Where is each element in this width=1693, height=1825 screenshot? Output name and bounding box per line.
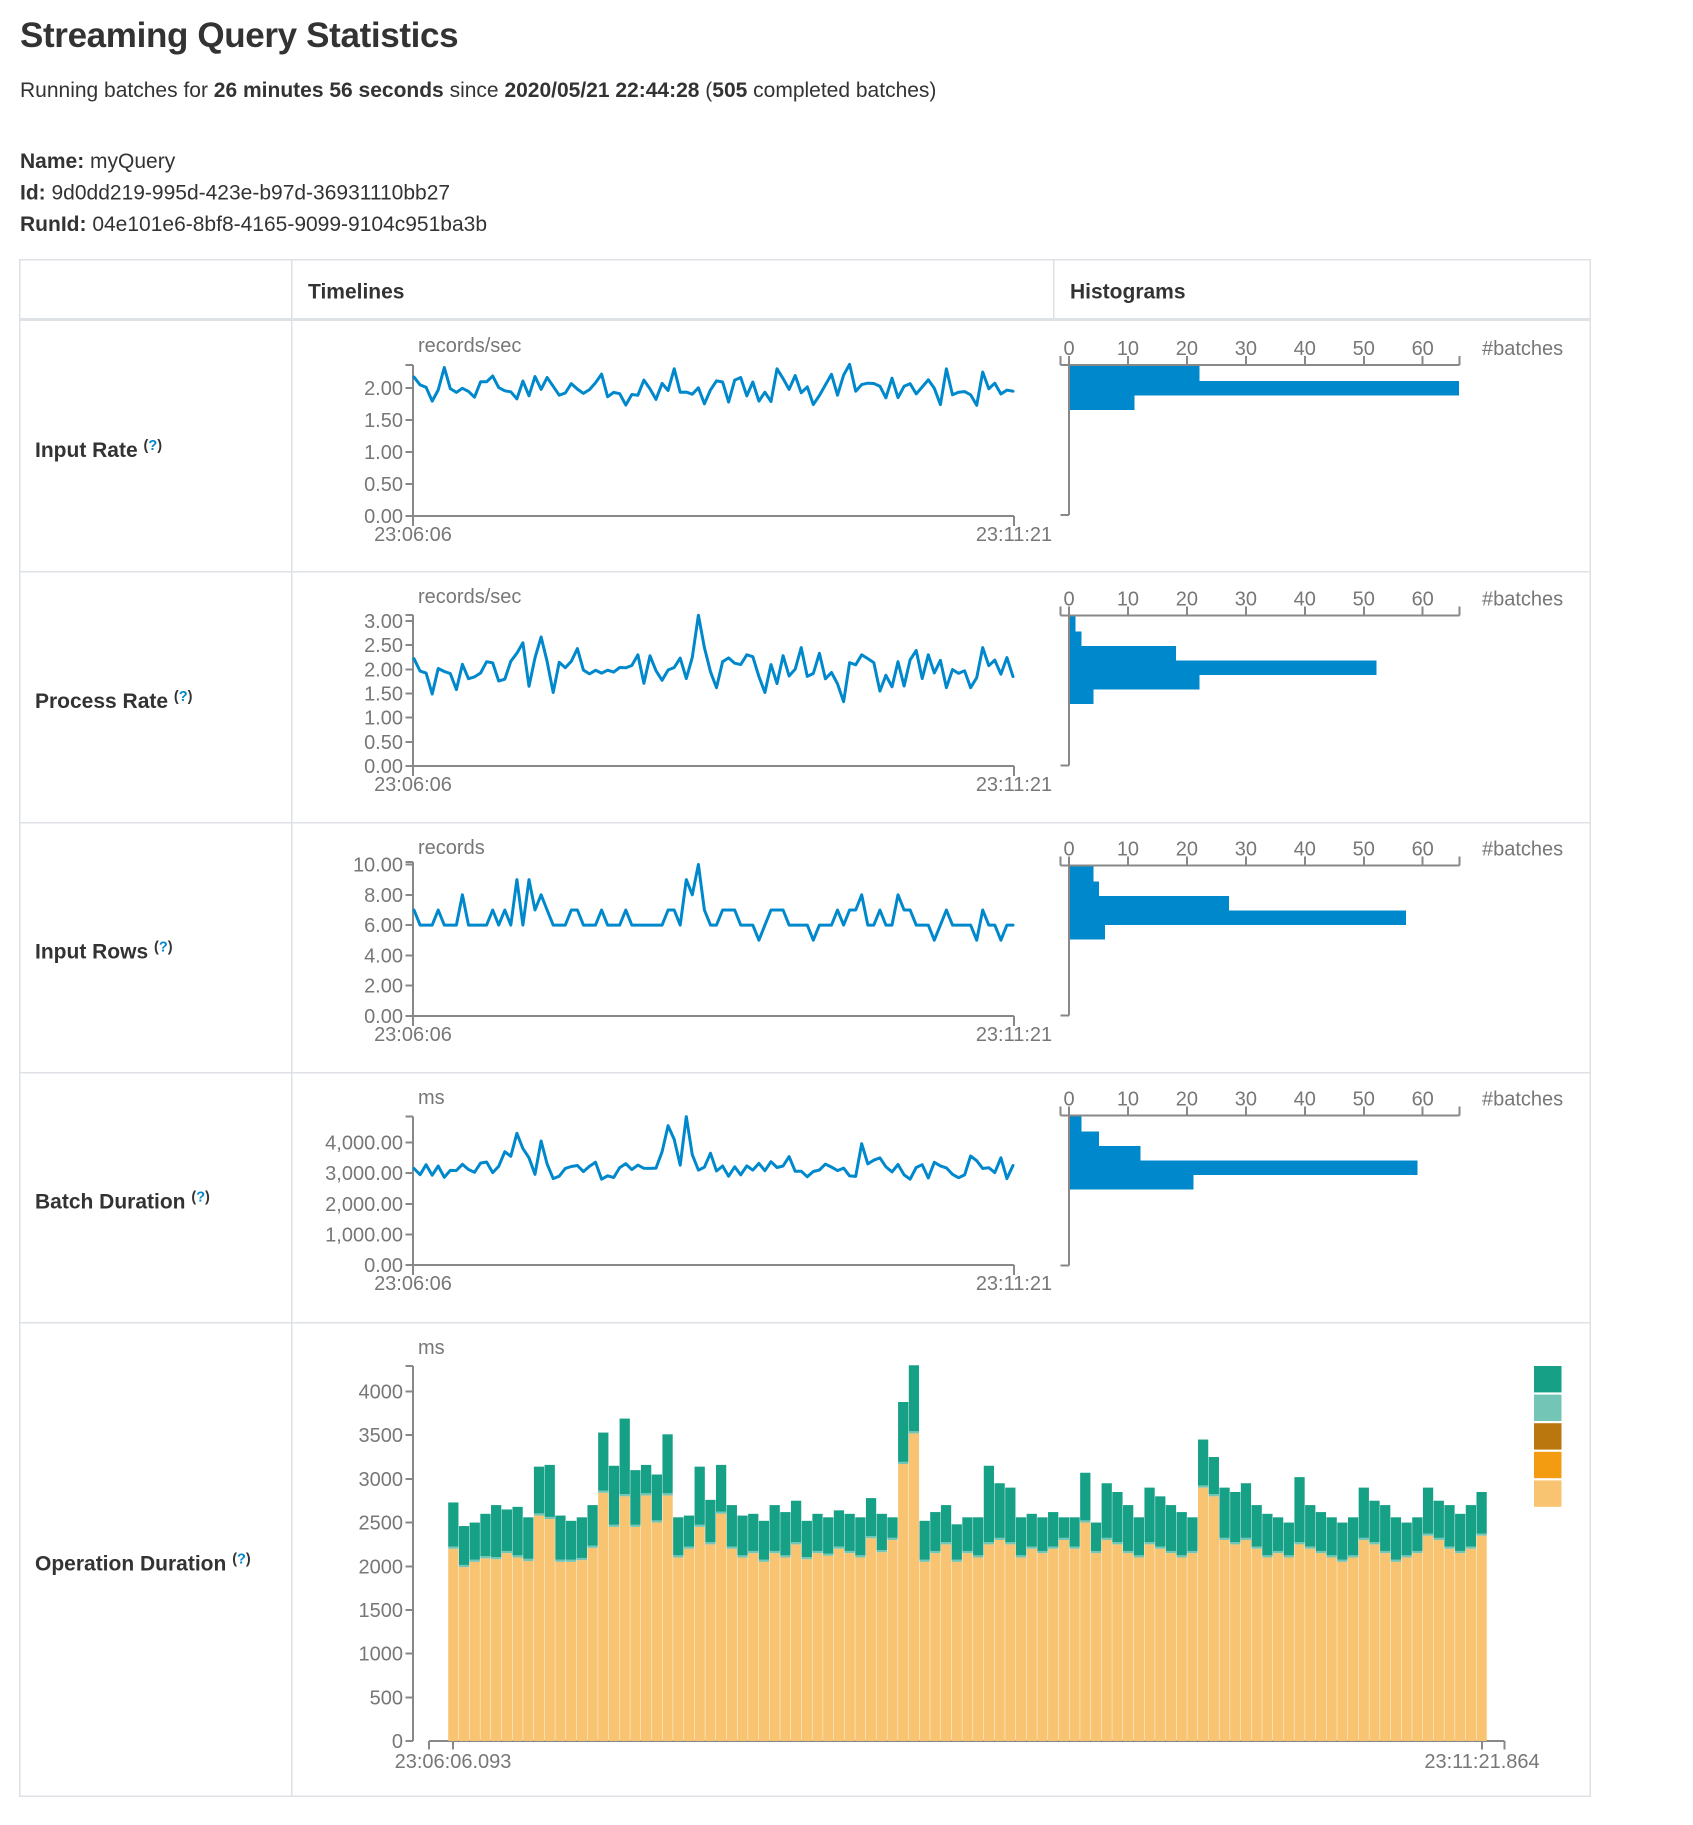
- svg-text:23:06:06: 23:06:06: [374, 774, 452, 796]
- svg-text:0.00: 0.00: [364, 1255, 403, 1277]
- svg-text:23:06:06: 23:06:06: [374, 1273, 452, 1295]
- svg-text:60: 60: [1412, 589, 1434, 611]
- svg-text:20: 20: [1176, 338, 1198, 360]
- svg-text:2000: 2000: [359, 1556, 404, 1578]
- svg-text:10: 10: [1117, 839, 1139, 861]
- svg-text:#batches: #batches: [1482, 338, 1563, 360]
- svg-text:2.00: 2.00: [364, 976, 403, 998]
- svg-text:40: 40: [1294, 338, 1316, 360]
- svg-text:2.00: 2.00: [364, 659, 403, 681]
- svg-text:ms: ms: [418, 1087, 445, 1109]
- svg-text:10: 10: [1117, 1089, 1139, 1111]
- svg-text:3000: 3000: [359, 1469, 404, 1491]
- svg-text:23:11:21: 23:11:21: [976, 774, 1052, 796]
- svg-text:0.00: 0.00: [364, 506, 403, 528]
- svg-text:#batches: #batches: [1482, 839, 1563, 861]
- svg-text:4.00: 4.00: [364, 945, 403, 967]
- svg-text:3,000.00: 3,000.00: [325, 1163, 403, 1185]
- svg-text:0: 0: [1063, 589, 1074, 611]
- svg-text:1.50: 1.50: [364, 684, 403, 706]
- svg-text:records/sec: records/sec: [418, 335, 521, 357]
- svg-text:Id: 9d0dd219-995d-423e-b97d-36: Id: 9d0dd219-995d-423e-b97d-36931110bb27: [20, 182, 450, 205]
- svg-text:0: 0: [392, 1731, 403, 1753]
- svg-text:2.50: 2.50: [364, 635, 403, 657]
- svg-text:23:11:21: 23:11:21: [976, 1024, 1052, 1046]
- svg-text:23:06:06.093: 23:06:06.093: [395, 1751, 512, 1773]
- svg-text:3500: 3500: [359, 1425, 404, 1447]
- svg-text:10.00: 10.00: [353, 855, 403, 877]
- svg-text:60: 60: [1412, 338, 1434, 360]
- svg-text:40: 40: [1294, 589, 1316, 611]
- svg-text:0.50: 0.50: [364, 732, 403, 754]
- svg-text:1.00: 1.00: [364, 442, 403, 464]
- svg-text:#batches: #batches: [1482, 589, 1563, 611]
- svg-text:23:06:06: 23:06:06: [374, 524, 452, 546]
- svg-text:1.50: 1.50: [364, 410, 403, 432]
- svg-text:30: 30: [1235, 338, 1257, 360]
- svg-text:Histograms: Histograms: [1070, 281, 1186, 304]
- svg-text:23:11:21: 23:11:21: [976, 1273, 1052, 1295]
- svg-text:40: 40: [1294, 839, 1316, 861]
- svg-text:10: 10: [1117, 589, 1139, 611]
- svg-text:records/sec: records/sec: [418, 586, 521, 608]
- svg-text:Process Rate (?): Process Rate (?): [35, 689, 193, 713]
- svg-text:23:11:21.864: 23:11:21.864: [1424, 1751, 1539, 1773]
- svg-text:4,000.00: 4,000.00: [325, 1133, 403, 1155]
- svg-text:0: 0: [1063, 839, 1074, 861]
- svg-text:#batches: #batches: [1482, 1089, 1563, 1111]
- svg-text:Timelines: Timelines: [308, 281, 405, 304]
- svg-text:2500: 2500: [359, 1513, 404, 1535]
- svg-text:23:11:21: 23:11:21: [976, 524, 1052, 546]
- svg-text:20: 20: [1176, 1089, 1198, 1111]
- svg-text:Streaming Query Statistics: Streaming Query Statistics: [20, 16, 458, 55]
- svg-text:30: 30: [1235, 1089, 1257, 1111]
- svg-text:40: 40: [1294, 1089, 1316, 1111]
- svg-text:0.50: 0.50: [364, 474, 403, 496]
- svg-text:Input Rows (?): Input Rows (?): [35, 940, 173, 964]
- svg-text:3.00: 3.00: [364, 611, 403, 633]
- svg-text:ms: ms: [418, 1337, 445, 1359]
- svg-text:20: 20: [1176, 589, 1198, 611]
- svg-text:Running batches for 26 minutes: Running batches for 26 minutes 56 second…: [20, 79, 936, 102]
- svg-text:30: 30: [1235, 839, 1257, 861]
- svg-text:Name: myQuery: Name: myQuery: [20, 150, 176, 173]
- svg-text:0.00: 0.00: [364, 756, 403, 778]
- svg-text:Batch Duration (?): Batch Duration (?): [35, 1190, 210, 1214]
- svg-text:500: 500: [370, 1687, 403, 1709]
- svg-text:Operation Duration (?): Operation Duration (?): [35, 1552, 251, 1576]
- svg-text:1000: 1000: [359, 1644, 404, 1666]
- svg-text:60: 60: [1412, 839, 1434, 861]
- svg-text:0.00: 0.00: [364, 1006, 403, 1028]
- svg-text:4000: 4000: [359, 1382, 404, 1404]
- svg-text:23:06:06: 23:06:06: [374, 1024, 452, 1046]
- svg-text:50: 50: [1353, 589, 1375, 611]
- svg-text:20: 20: [1176, 839, 1198, 861]
- svg-text:0: 0: [1063, 1089, 1074, 1111]
- svg-text:1500: 1500: [359, 1600, 404, 1622]
- svg-text:records: records: [418, 837, 485, 859]
- svg-text:0: 0: [1063, 338, 1074, 360]
- svg-text:Input Rate (?): Input Rate (?): [35, 438, 162, 462]
- svg-text:50: 50: [1353, 839, 1375, 861]
- svg-text:60: 60: [1412, 1089, 1434, 1111]
- svg-text:2.00: 2.00: [364, 378, 403, 400]
- svg-text:RunId: 04e101e6-8bf8-4165-9099: RunId: 04e101e6-8bf8-4165-9099-9104c951b…: [20, 213, 487, 236]
- svg-text:6.00: 6.00: [364, 915, 403, 937]
- svg-text:1,000.00: 1,000.00: [325, 1224, 403, 1246]
- svg-text:1.00: 1.00: [364, 708, 403, 730]
- svg-text:50: 50: [1353, 1089, 1375, 1111]
- svg-text:50: 50: [1353, 338, 1375, 360]
- svg-text:30: 30: [1235, 589, 1257, 611]
- svg-text:2,000.00: 2,000.00: [325, 1194, 403, 1216]
- svg-text:10: 10: [1117, 338, 1139, 360]
- svg-text:8.00: 8.00: [364, 885, 403, 907]
